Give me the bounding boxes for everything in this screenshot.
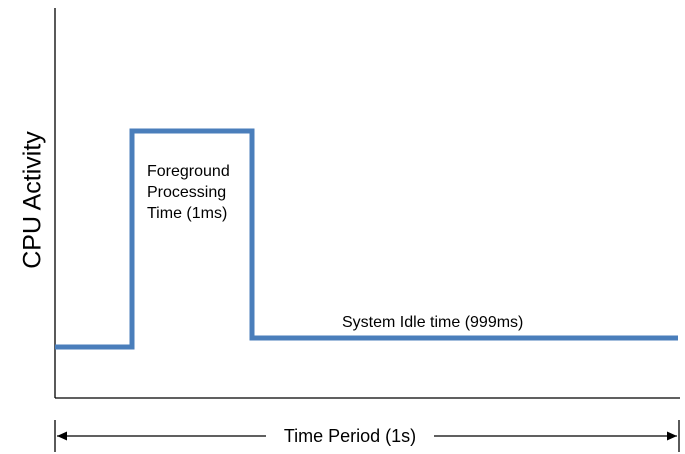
time-period-label: Time Period (1s) xyxy=(284,426,416,446)
idle-time-label: System Idle time (999ms) xyxy=(342,314,523,331)
foreground-label-line3: Time (1ms) xyxy=(147,205,227,222)
right-arrowhead-icon xyxy=(667,431,677,441)
y-axis-label: CPU Activity xyxy=(19,131,47,269)
foreground-label-line2: Processing xyxy=(147,184,226,201)
cpu-activity-line xyxy=(55,128,678,350)
foreground-label-line1: Foreground xyxy=(147,163,230,180)
left-arrowhead-icon xyxy=(57,431,67,441)
